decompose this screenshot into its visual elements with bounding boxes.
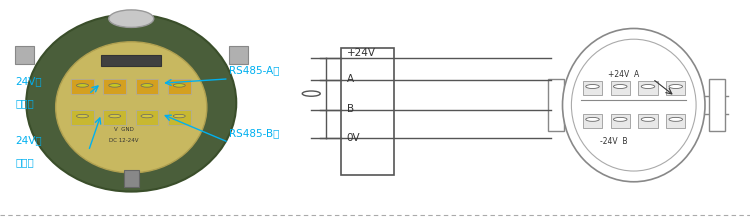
Bar <box>104 79 126 94</box>
Text: 源正极: 源正极 <box>15 98 34 108</box>
Bar <box>104 110 126 125</box>
Bar <box>136 79 158 94</box>
Bar <box>168 110 190 125</box>
Bar <box>71 110 94 125</box>
Bar <box>124 170 139 187</box>
Text: V  GND: V GND <box>114 127 134 132</box>
Bar <box>666 114 686 128</box>
Text: 24V电: 24V电 <box>15 76 42 86</box>
Bar <box>709 79 725 131</box>
Text: 24V电: 24V电 <box>15 135 42 145</box>
Bar <box>548 79 564 131</box>
Bar <box>15 46 34 64</box>
Text: -24V  B: -24V B <box>600 137 628 146</box>
Circle shape <box>669 85 682 88</box>
Circle shape <box>586 117 599 121</box>
Bar <box>638 114 658 128</box>
Bar <box>341 48 394 175</box>
Bar <box>666 81 686 95</box>
Bar <box>610 114 630 128</box>
Text: 源负极: 源负极 <box>15 157 34 167</box>
Ellipse shape <box>109 10 154 27</box>
Bar <box>638 81 658 95</box>
Text: +24V  A: +24V A <box>608 70 639 79</box>
Circle shape <box>173 114 185 118</box>
Circle shape <box>669 117 682 121</box>
Text: 0V: 0V <box>346 133 360 143</box>
Text: A: A <box>346 74 354 84</box>
Text: RS485-A极: RS485-A极 <box>229 65 279 75</box>
Bar <box>610 81 630 95</box>
Bar <box>168 79 190 94</box>
Ellipse shape <box>56 42 207 173</box>
Bar <box>583 81 602 95</box>
Circle shape <box>586 85 599 88</box>
Text: RS485-B极: RS485-B极 <box>229 129 279 139</box>
Circle shape <box>109 84 121 87</box>
Bar <box>566 88 608 123</box>
Text: DC 12-24V: DC 12-24V <box>109 138 139 143</box>
Bar <box>136 110 158 125</box>
Bar <box>71 79 94 94</box>
Ellipse shape <box>572 39 696 171</box>
Circle shape <box>614 85 627 88</box>
Circle shape <box>109 114 121 118</box>
Circle shape <box>76 84 88 87</box>
Circle shape <box>141 84 153 87</box>
Circle shape <box>302 91 320 96</box>
Text: B: B <box>346 104 354 115</box>
Circle shape <box>173 84 185 87</box>
Bar <box>229 46 248 64</box>
Circle shape <box>76 114 88 118</box>
Text: +24V: +24V <box>346 48 376 58</box>
Ellipse shape <box>26 14 236 192</box>
Circle shape <box>641 85 655 88</box>
Circle shape <box>641 117 655 121</box>
Circle shape <box>614 117 627 121</box>
Circle shape <box>141 114 153 118</box>
Bar <box>101 55 161 66</box>
Bar <box>583 114 602 128</box>
Ellipse shape <box>562 28 705 182</box>
